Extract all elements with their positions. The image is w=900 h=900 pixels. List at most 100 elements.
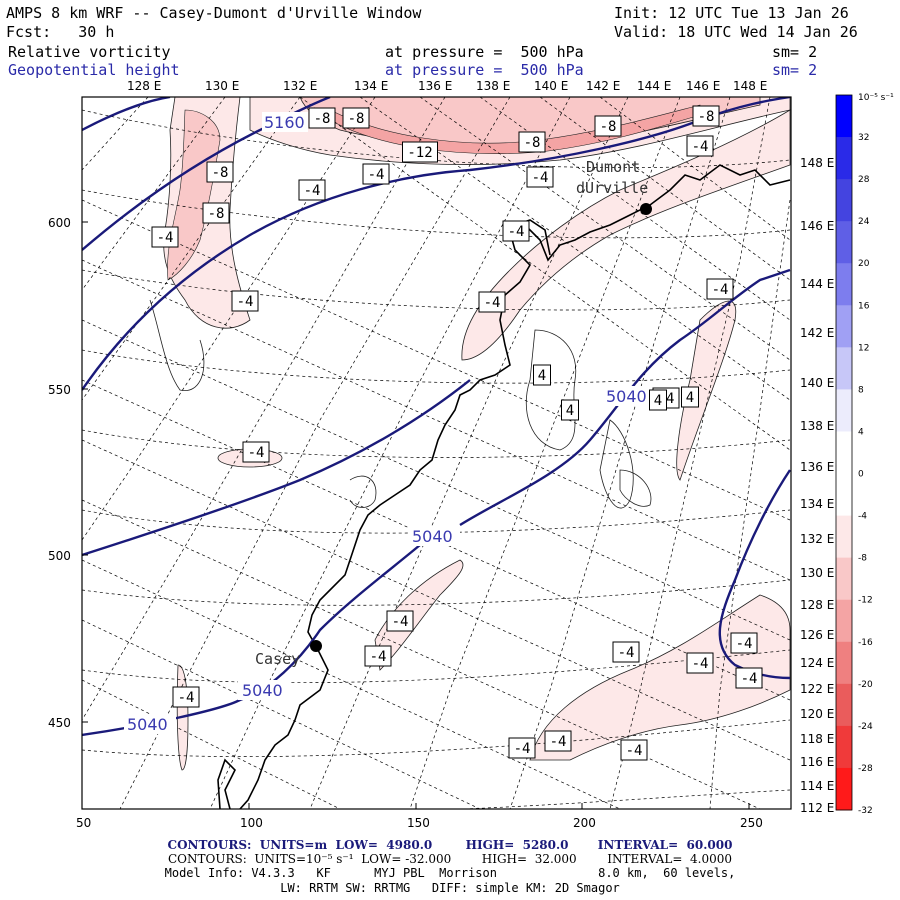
colorbar-label: 8 xyxy=(858,385,864,395)
field1-level: at pressure = 500 hPa xyxy=(385,43,584,61)
right-lon-label: 112 E xyxy=(800,801,834,815)
svg-text:4: 4 xyxy=(566,403,574,419)
svg-text:-8: -8 xyxy=(314,111,331,127)
lon-label: 136 E xyxy=(418,79,452,93)
colorbar-swatch xyxy=(836,431,852,475)
colorbar-swatch xyxy=(836,683,852,727)
right-lon-label: 134 E xyxy=(800,497,834,511)
left-axis-labels: 600 550 500 450 xyxy=(48,216,71,730)
vorticity-label: -4 xyxy=(686,652,714,674)
colorbar-swatch xyxy=(836,179,852,222)
map-frame xyxy=(81,96,792,810)
lon-label: 142 E xyxy=(586,79,620,93)
right-lon-label: 132 E xyxy=(800,532,834,546)
colorbar-label: -20 xyxy=(858,680,873,690)
vorticity-label: -4 xyxy=(386,610,414,632)
lon-label: 128 E xyxy=(127,79,161,93)
colorbar-swatch xyxy=(836,725,852,769)
svg-text:-4: -4 xyxy=(370,649,387,665)
vorticity-label: -8 xyxy=(342,107,370,129)
lon-label: 130 E xyxy=(205,79,239,93)
svg-text:-4: -4 xyxy=(484,295,501,311)
init-time: Init: 12 UTC Tue 13 Jan 26 xyxy=(614,4,849,22)
right-axis-labels: 148 E 146 E 144 E 142 E 140 E 138 E 136 E 134 E… xyxy=(800,156,834,815)
vorticity-label: -8 xyxy=(594,115,622,137)
lon-label: 146 E xyxy=(686,79,720,93)
right-lon-label: 128 E xyxy=(800,598,834,612)
right-lon-label: 136 E xyxy=(800,460,834,474)
x-tick-label: 200 xyxy=(573,816,596,830)
svg-text:4: 4 xyxy=(654,393,662,409)
forecast-hour: Fcst: 30 h xyxy=(6,23,115,41)
svg-text:-4: -4 xyxy=(368,167,385,183)
height-label: 5040 xyxy=(606,387,647,406)
vorticity-label: -4 xyxy=(620,739,648,761)
svg-text:-4: -4 xyxy=(237,294,254,310)
svg-text:-4: -4 xyxy=(392,614,409,630)
lon-label: 138 E xyxy=(476,79,510,93)
svg-text:-4: -4 xyxy=(532,170,549,186)
colorbar-label: -16 xyxy=(858,638,873,648)
footer-physics-info: LW: RRTM SW: RRTMG DIFF: simple KM: 2D S… xyxy=(280,881,620,895)
vorticity-label: -4 xyxy=(730,632,758,654)
left-axis-ticks xyxy=(82,221,88,723)
colorbar-swatch xyxy=(836,641,852,685)
vorticity-label: -4 xyxy=(502,220,530,242)
svg-text:-4: -4 xyxy=(550,734,567,750)
colorbar-swatch xyxy=(836,347,852,390)
svg-text:4: 4 xyxy=(686,390,694,406)
vorticity-label: -4 xyxy=(706,278,734,300)
height-label-group: 5160 5040 5040 5040 5040 xyxy=(124,112,654,734)
right-lon-label: 114 E xyxy=(800,779,834,793)
svg-text:-4: -4 xyxy=(514,741,531,757)
svg-text:-8: -8 xyxy=(600,119,617,135)
map-title: AMPS 8 km WRF -- Casey-Dumont d'Urville … xyxy=(6,4,422,22)
colorbar-swatch xyxy=(836,599,852,643)
right-lon-label: 118 E xyxy=(800,732,834,746)
x-tick-label: 50 xyxy=(76,816,91,830)
vorticity-label: -4 xyxy=(231,290,259,312)
footer-height-contours: CONTOURS: UNITS=m LOW= 4980.0 HIGH= 5280… xyxy=(167,838,733,852)
colorbar-unit: 10⁻⁵ s⁻¹ xyxy=(858,93,894,103)
vorticity-label: -4 xyxy=(478,291,506,313)
vorticity-label: -4 xyxy=(686,135,714,157)
svg-text:-4: -4 xyxy=(157,230,174,246)
colorbar-label: 12 xyxy=(858,343,869,353)
bottom-axis-labels: 50 100 150 200 250 xyxy=(76,816,763,830)
vorticity-label: -8 xyxy=(202,202,230,224)
colorbar-label: 32 xyxy=(858,133,869,143)
y-tick-label: 500 xyxy=(48,549,71,563)
colorbar-label: 0 xyxy=(858,470,864,480)
right-lon-label: 124 E xyxy=(800,656,834,670)
vorticity-label: 4 xyxy=(649,389,667,411)
dumont-label: Dumont xyxy=(586,158,640,176)
colorbar-label: 4 xyxy=(858,427,864,437)
vorticity-label: -4 xyxy=(362,163,390,185)
vorticity-label: -4 xyxy=(151,226,179,248)
vorticity-label: -12 xyxy=(402,141,438,163)
colorbar-label: 16 xyxy=(858,301,870,311)
colorbar-swatch xyxy=(836,305,852,348)
height-label: 5160 xyxy=(264,113,305,132)
vorticity-label: -8 xyxy=(308,107,336,129)
vorticity-label: -4 xyxy=(298,179,326,201)
svg-text:-12: -12 xyxy=(407,145,432,161)
colorbar-label: -8 xyxy=(858,554,867,564)
field1-smoothing: sm= 2 xyxy=(772,43,818,61)
lon-label: 132 E xyxy=(283,79,317,93)
colorbar-frame xyxy=(835,94,853,811)
x-tick-label: 250 xyxy=(740,816,763,830)
svg-text:-4: -4 xyxy=(178,690,195,706)
svg-text:-4: -4 xyxy=(304,183,321,199)
svg-text:-4: -4 xyxy=(508,224,525,240)
casey-station-marker xyxy=(310,640,322,652)
svg-text:-4: -4 xyxy=(626,743,643,759)
right-lon-label: 122 E xyxy=(800,682,834,696)
svg-text:-4: -4 xyxy=(618,645,635,661)
right-lon-label: 120 E xyxy=(800,707,834,721)
lon-label: 134 E xyxy=(354,79,388,93)
x-tick-label: 100 xyxy=(240,816,263,830)
svg-text:-4: -4 xyxy=(736,636,753,652)
colorbar-label: -24 xyxy=(858,722,873,732)
svg-text:-8: -8 xyxy=(208,206,225,222)
